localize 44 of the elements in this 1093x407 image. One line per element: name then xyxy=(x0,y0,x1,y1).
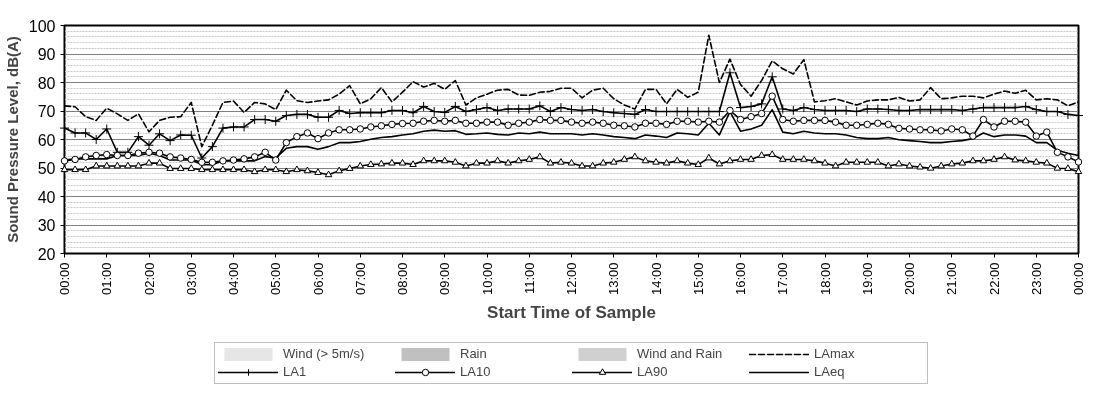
x-tick-label: 01:00 xyxy=(99,262,115,296)
y-tick-label: 100 xyxy=(28,17,56,35)
x-tick-label: 21:00 xyxy=(944,262,960,296)
y-tick-label: 90 xyxy=(37,46,56,63)
x-tick-label: 06:00 xyxy=(310,262,326,296)
x-tick-label: 07:00 xyxy=(352,262,368,296)
x-tick-label: 00:00 xyxy=(57,262,72,296)
x-tick-label: 20:00 xyxy=(902,262,917,296)
x-tick-label: 14:00 xyxy=(648,262,664,296)
legend-label: Wind and Rain xyxy=(637,346,724,361)
x-tick-label: 23:00 xyxy=(1028,262,1044,296)
x-tick-label: 00:00 xyxy=(1071,262,1086,296)
x-tick-label: 15:00 xyxy=(690,262,706,296)
x-tick-label: 03:00 xyxy=(183,262,199,296)
x-tick-label: 09:00 xyxy=(437,262,453,296)
x-tick-label: 05:00 xyxy=(268,262,284,296)
y-tick-label: 40 xyxy=(37,188,56,206)
x-tick-label: 18:00 xyxy=(817,262,833,296)
x-tick-label: 11:00 xyxy=(521,262,537,295)
y-tick-label: 20 xyxy=(37,245,56,263)
legend-label: LAeq xyxy=(814,364,846,379)
legend-label: LA1 xyxy=(283,364,308,379)
x-tick-label: 17:00 xyxy=(775,262,791,296)
y-axis-title: Sound Pressure Level, dB(A) xyxy=(3,36,21,243)
legend-label: LAmax xyxy=(814,346,856,361)
y-tick-label: 70 xyxy=(37,103,56,120)
legend-label: LA90 xyxy=(637,364,669,379)
y-tick-label: 50 xyxy=(37,160,56,177)
y-tick-label: 60 xyxy=(37,131,56,149)
legend-label: Wind (> 5m/s) xyxy=(283,346,366,361)
x-tick-label: 10:00 xyxy=(479,262,495,296)
x-tick-label: 22:00 xyxy=(986,262,1002,296)
x-tick-label: 04:00 xyxy=(226,262,241,296)
y-tick-label: 80 xyxy=(37,74,56,92)
legend-label: Rain xyxy=(460,346,488,361)
x-tick-label: 13:00 xyxy=(606,262,622,296)
x-tick-label: 16:00 xyxy=(733,262,748,296)
y-tick-label: 30 xyxy=(37,217,56,234)
legend-label: LA10 xyxy=(460,364,492,379)
x-tick-label: 02:00 xyxy=(141,262,157,296)
x-tick-label: 19:00 xyxy=(859,262,875,296)
x-tick-label: 12:00 xyxy=(564,262,579,296)
x-tick-label: 08:00 xyxy=(395,262,410,296)
x-axis-title: Start Time of Sample xyxy=(487,303,656,323)
